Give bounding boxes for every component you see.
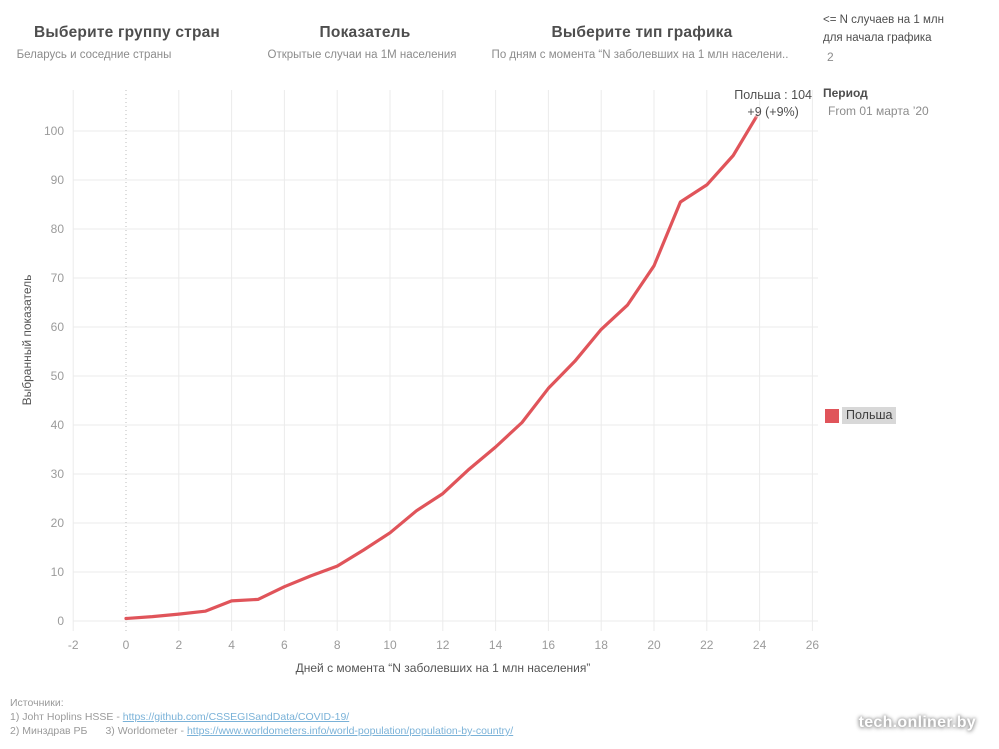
threshold-label-line2: для начала графика [823,32,932,44]
y-tick-label: 90 [51,173,65,187]
x-tick-label: 16 [542,638,556,652]
legend-item-poland[interactable]: Польша [825,407,897,424]
y-tick-label: 50 [51,369,65,383]
x-tick-label: 6 [281,638,288,652]
y-tick-label: 10 [51,565,65,579]
filter-indicator-value[interactable]: Открытые случаи на 1М населения [267,49,457,61]
x-tick-label: 12 [436,638,450,652]
y-tick-label: 100 [44,124,64,138]
x-tick-label: 4 [228,638,235,652]
x-tick-label: 20 [647,638,661,652]
sources-footer: Источники: 1) Johт Hoplins HSSE - https:… [10,696,513,738]
y-tick-label: 30 [51,467,65,481]
threshold-label-line1: <= N случаев на 1 млн [823,14,944,26]
x-tick-label: 2 [175,638,182,652]
y-tick-label: 60 [51,320,65,334]
legend-label: Польша [842,407,897,424]
filter-indicator-title: Показатель [319,24,411,41]
filter-chart-type-title: Выберите тип графика [551,24,733,41]
x-tick-label: -2 [68,638,79,652]
x-tick-label: 24 [753,638,767,652]
x-tick-label: 8 [334,638,341,652]
source-line-1: 1) Johт Hoplins HSSE - https://github.co… [10,710,513,724]
y-axis-title: Выбранный показатель [20,275,34,406]
x-tick-label: 26 [806,638,820,652]
period-value[interactable]: From 01 марта ’20 [828,104,929,118]
x-tick-label: 0 [123,638,130,652]
series-line [124,109,762,621]
source2-text: 2) Минздрав РБ [10,725,88,737]
period-label: Период [823,86,868,100]
filter-country-group-value[interactable]: Беларусь и соседние страны [16,49,172,61]
source3-text: 3) Worldometer - [105,725,187,737]
x-tick-label: 10 [383,638,397,652]
x-axis-title: Дней с момента “N заболевших на 1 млн на… [296,661,591,675]
legend-swatch [825,408,839,423]
series-end-annotation: Польша : 104 +9 (+9%) [734,87,812,121]
y-tick-label: 40 [51,418,65,432]
y-tick-label: 0 [57,614,64,628]
x-tick-label: 14 [489,638,503,652]
annotation-delta: +9 (+9%) [747,105,799,119]
filter-chart-type-value[interactable]: По дням с момента “N заболевших на 1 млн… [491,49,789,61]
source1-text: 1) Johт Hoplins HSSE - [10,711,123,723]
source-line-2: 2) Минздрав РБ 3) Worldometer - https://w… [10,724,513,738]
watermark: tech.onliner.by [858,714,976,731]
y-tick-label: 70 [51,271,65,285]
sources-label: Источники: [10,697,64,709]
threshold-value[interactable]: 2 [827,50,834,64]
x-tick-label: 18 [595,638,609,652]
y-tick-label: 80 [51,222,65,236]
filter-country-group-title: Выберите группу стран [34,24,220,41]
y-tick-label: 20 [51,516,65,530]
x-tick-label: 22 [700,638,714,652]
source3-link[interactable]: https://www.worldometers.info/world-popu… [186,725,514,737]
annotation-title: Польша : 104 [734,88,812,102]
source1-link[interactable]: https://github.com/CSSEGISandData/COVID-… [122,711,350,723]
